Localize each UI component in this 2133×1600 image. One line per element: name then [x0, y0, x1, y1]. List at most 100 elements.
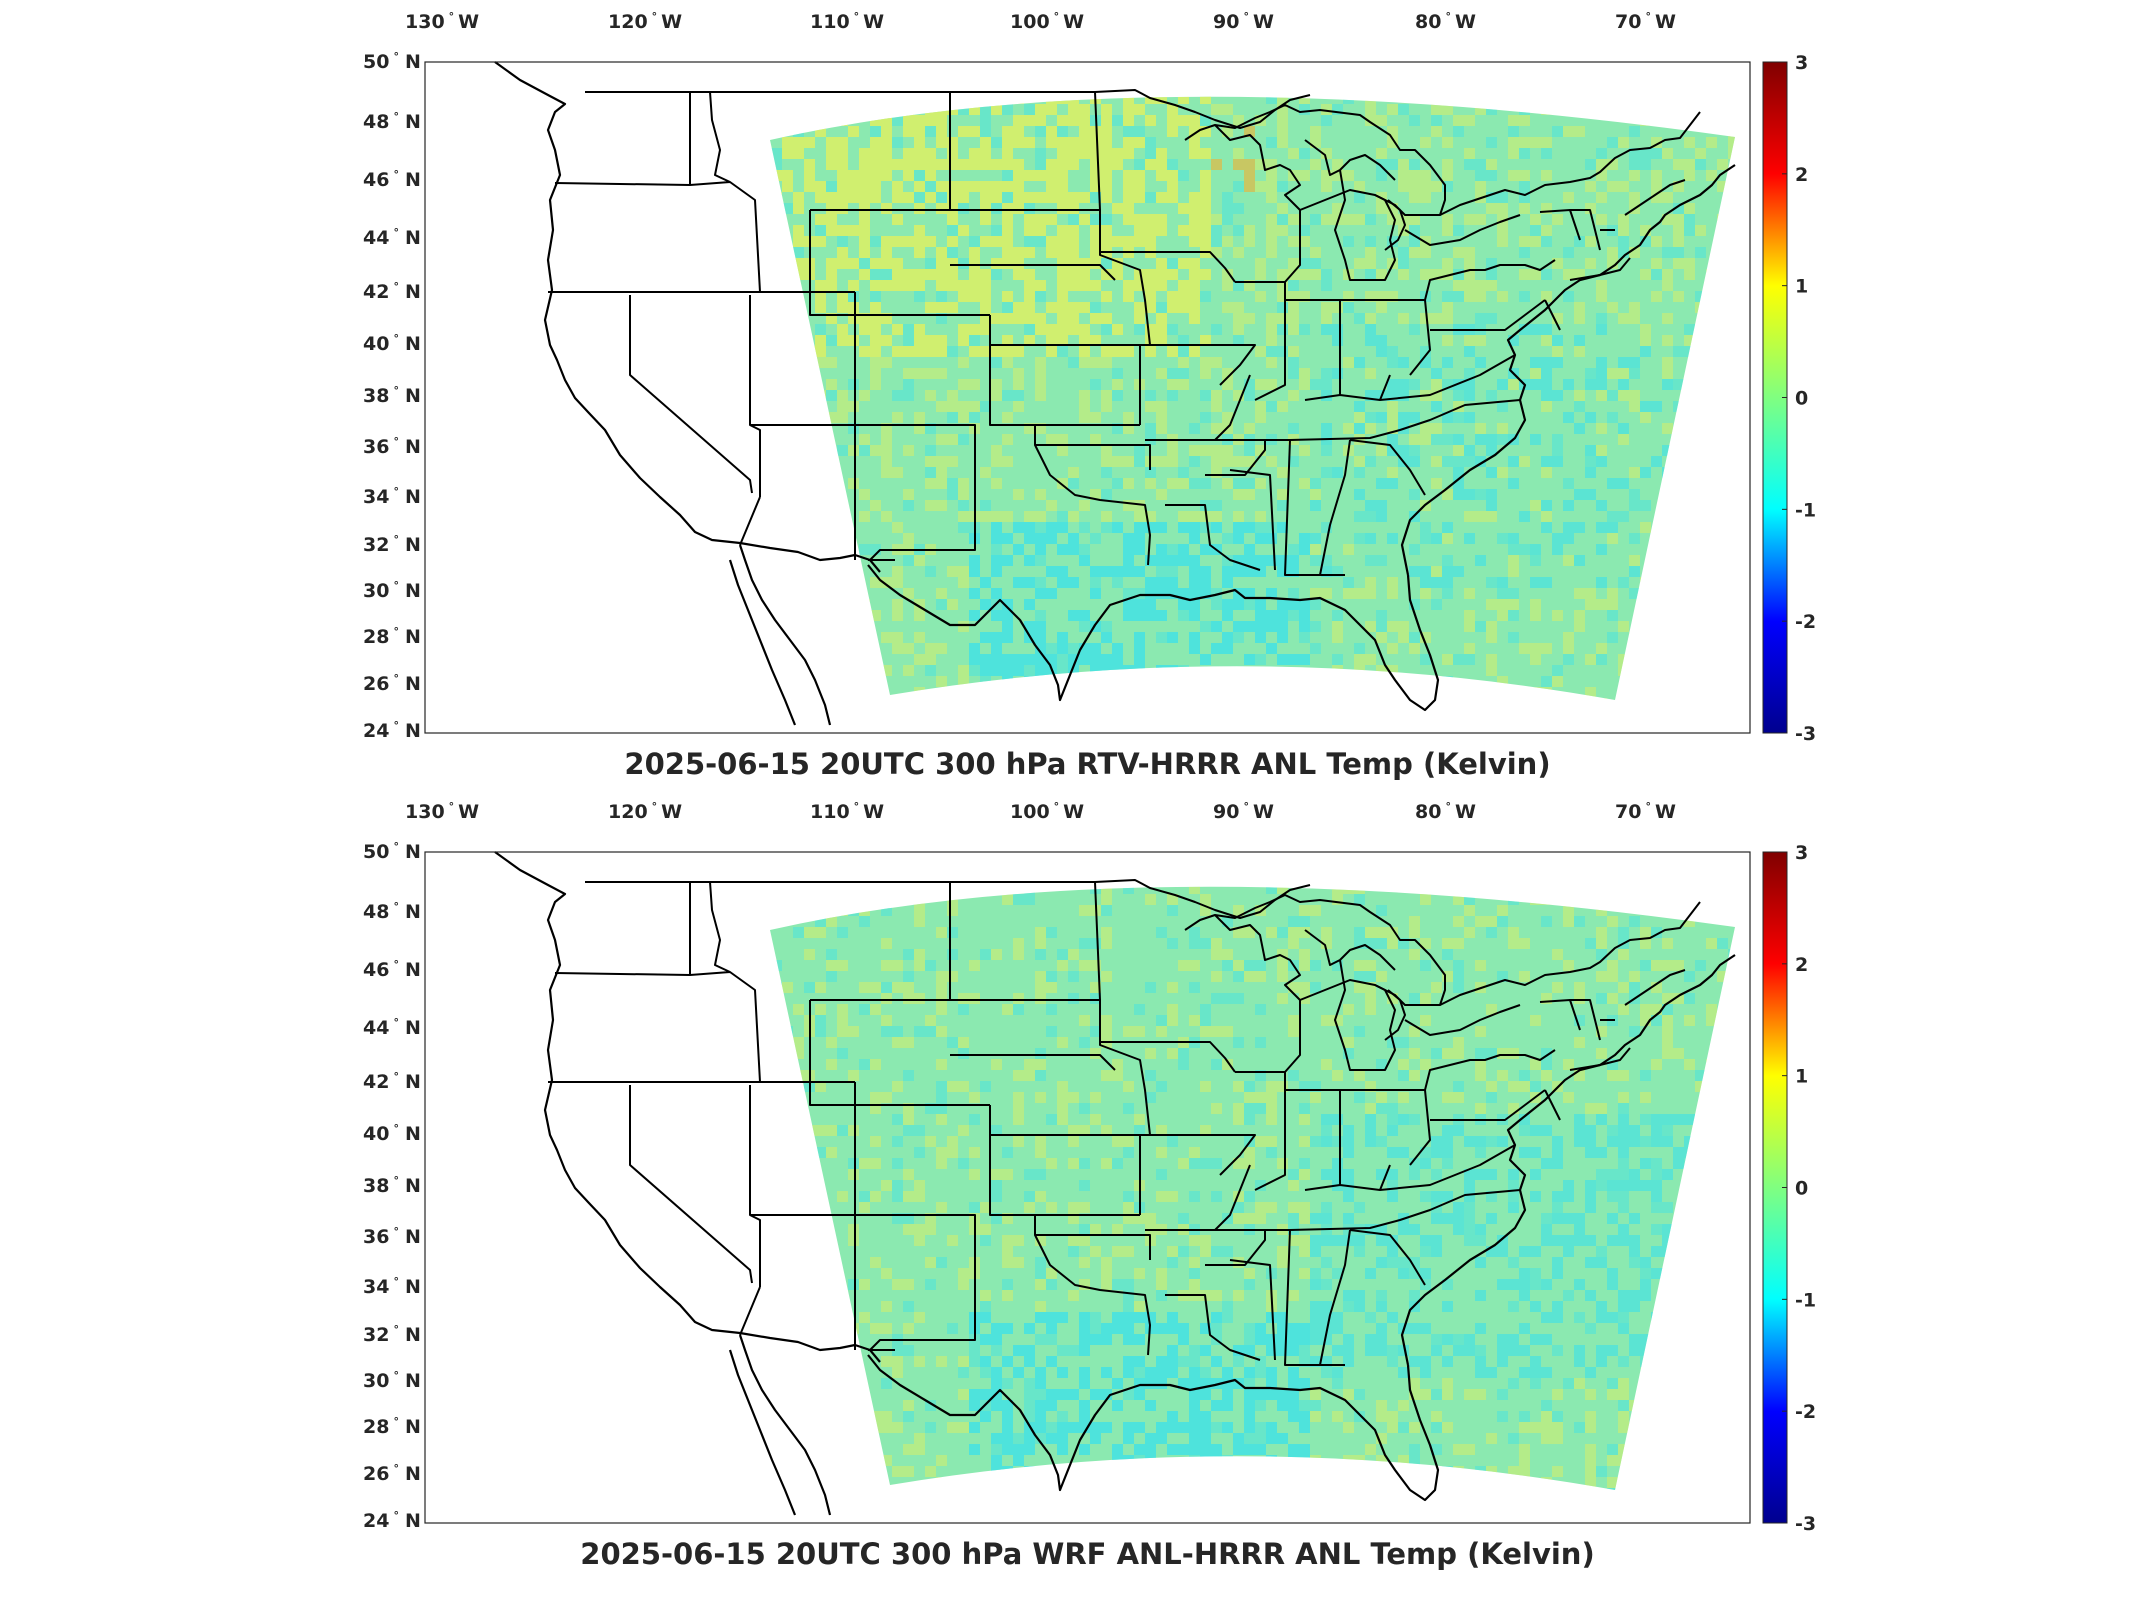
panel-title: 2025-06-15 20UTC 300 hPa RTV-HRRR ANL Te… — [624, 747, 1550, 781]
colorbar-tick-label: -1 — [1795, 499, 1816, 521]
map-figure-rtv-hrrr: 130 ° W 120 ° W 110 ° W 100 ° W 90 ° W 80 ° W 70 ° W 50 ° N 48 ° N… — [363, 10, 1816, 781]
state-border — [1284, 169, 1396, 283]
colorbar-tick-label: -3 — [1795, 723, 1816, 745]
longitude-tick-label: 100 ° W — [1010, 800, 1084, 823]
colorbar-tick-label: 3 — [1795, 52, 1808, 74]
panel-rtv-hrrr: 130 ° W 120 ° W 110 ° W 100 ° W 90 ° W 80 ° W 70 ° W 50 ° N 48 ° N… — [0, 0, 2133, 790]
state-border — [1094, 881, 1236, 1073]
state-border — [1384, 199, 1406, 251]
longitude-tick-label: 90 ° W — [1213, 10, 1274, 33]
map-outlines — [494, 61, 1736, 726]
colorbar-tick-label: -2 — [1795, 611, 1816, 633]
latitude-tick-label: 48 ° N — [363, 110, 421, 133]
panel-wrf-hrrr: 130 ° W 120 ° W 110 ° W 100 ° W 90 ° W 80 ° W 70 ° W 50 ° N 48 ° N… — [0, 790, 2133, 1580]
colorbar-tick-label: 2 — [1795, 164, 1808, 186]
east-coastline — [1400, 164, 1736, 576]
state-border — [1094, 91, 1236, 283]
latitude-tick-label: 26 ° N — [363, 1462, 421, 1485]
latitude-tick-label: 30 ° N — [363, 1369, 421, 1392]
longitude-tick-label: 110 ° W — [810, 10, 884, 33]
baja-coastline — [728, 544, 832, 726]
state-border — [1430, 1089, 1546, 1121]
state-border — [1304, 354, 1516, 401]
state-border — [1539, 999, 1615, 1041]
map-frame — [424, 61, 1751, 734]
gulf-coastline — [867, 564, 1440, 712]
state-border — [1035, 444, 1151, 470]
latitude-tick-label: 34 ° N — [363, 485, 421, 508]
state-border — [1304, 139, 1396, 181]
latitude-tick-label: 36 ° N — [363, 435, 421, 458]
state-border — [1035, 1234, 1151, 1260]
latitude-tick-label: 46 ° N — [363, 958, 421, 981]
colorbar-tick-label: 1 — [1795, 276, 1808, 298]
latitude-tick-label: 34 ° N — [363, 1275, 421, 1298]
colorbar-tick-label: 1 — [1795, 1066, 1808, 1088]
state-border — [1424, 1049, 1556, 1091]
latitude-tick-label: 46 ° N — [363, 168, 421, 191]
state-border — [629, 1085, 753, 1284]
state-border — [1349, 1229, 1426, 1286]
latitude-tick-label: 38 ° N — [363, 384, 421, 407]
state-border — [1539, 209, 1615, 251]
state-border — [1235, 281, 1286, 401]
longitude-tick-label: 110 ° W — [810, 800, 884, 823]
latitude-tick-label: 28 ° N — [363, 625, 421, 648]
colorbar-tick-label: -1 — [1795, 1289, 1816, 1311]
east-coastline — [1400, 954, 1736, 1366]
state-border — [749, 295, 761, 497]
latitude-tick-label: 24 ° N — [363, 719, 421, 742]
longitude-tick-label: 120 ° W — [608, 800, 682, 823]
baja-coastline — [728, 1334, 832, 1516]
latitude-tick-label: 50 ° N — [363, 50, 421, 73]
state-border — [554, 881, 761, 1083]
longitude-tick-label: 70 ° W — [1615, 10, 1676, 33]
latitude-tick-label: 40 ° N — [363, 332, 421, 355]
state-border — [1145, 374, 1251, 441]
state-border — [1544, 257, 1631, 331]
state-border — [1100, 1134, 1256, 1176]
west-coastline — [494, 61, 881, 573]
latitude-tick-label: 50 ° N — [363, 840, 421, 863]
latitude-tick-label: 40 ° N — [363, 1122, 421, 1145]
state-border — [1384, 989, 1406, 1041]
state-border — [1404, 901, 1701, 1036]
temperature-difference-field — [770, 886, 1735, 1491]
state-border — [1184, 894, 1446, 1006]
state-border — [1184, 104, 1446, 216]
state-border — [1100, 344, 1256, 386]
latitude-tick-label: 42 ° N — [363, 1070, 421, 1093]
longitude-tick-label: 130 ° W — [405, 10, 479, 33]
state-border — [1165, 1294, 1261, 1361]
state-border — [950, 209, 1151, 346]
state-border — [1215, 439, 1276, 571]
latitude-tick-label: 42 ° N — [363, 280, 421, 303]
latitude-tick-label: 48 ° N — [363, 900, 421, 923]
state-border — [1544, 1047, 1631, 1121]
state-border — [1349, 439, 1426, 496]
state-border — [1424, 259, 1556, 301]
state-border — [749, 1085, 761, 1287]
west-coastline — [494, 851, 881, 1363]
colorbar-tick-label: 3 — [1795, 842, 1808, 864]
longitude-tick-label: 80 ° W — [1415, 800, 1476, 823]
longitude-tick-label: 100 ° W — [1010, 10, 1084, 33]
state-border — [1165, 504, 1261, 571]
state-border — [1624, 969, 1686, 1006]
state-border — [1430, 299, 1546, 331]
state-border — [629, 295, 753, 494]
state-border — [1145, 1164, 1251, 1231]
longitude-tick-label: 120 ° W — [608, 10, 682, 33]
latitude-tick-label: 30 ° N — [363, 579, 421, 602]
state-border — [1284, 439, 1351, 576]
longitude-tick-label: 80 ° W — [1415, 10, 1476, 33]
longitude-tick-label: 90 ° W — [1213, 800, 1274, 823]
longitude-tick-label: 70 ° W — [1615, 800, 1676, 823]
state-border — [1304, 1144, 1516, 1191]
state-border — [1284, 959, 1396, 1073]
colorbar-tick-label: -3 — [1795, 1513, 1816, 1535]
state-border — [1235, 1071, 1286, 1191]
longitude-tick-label: 130 ° W — [405, 800, 479, 823]
state-border — [868, 425, 976, 561]
temperature-difference-field — [770, 96, 1735, 701]
